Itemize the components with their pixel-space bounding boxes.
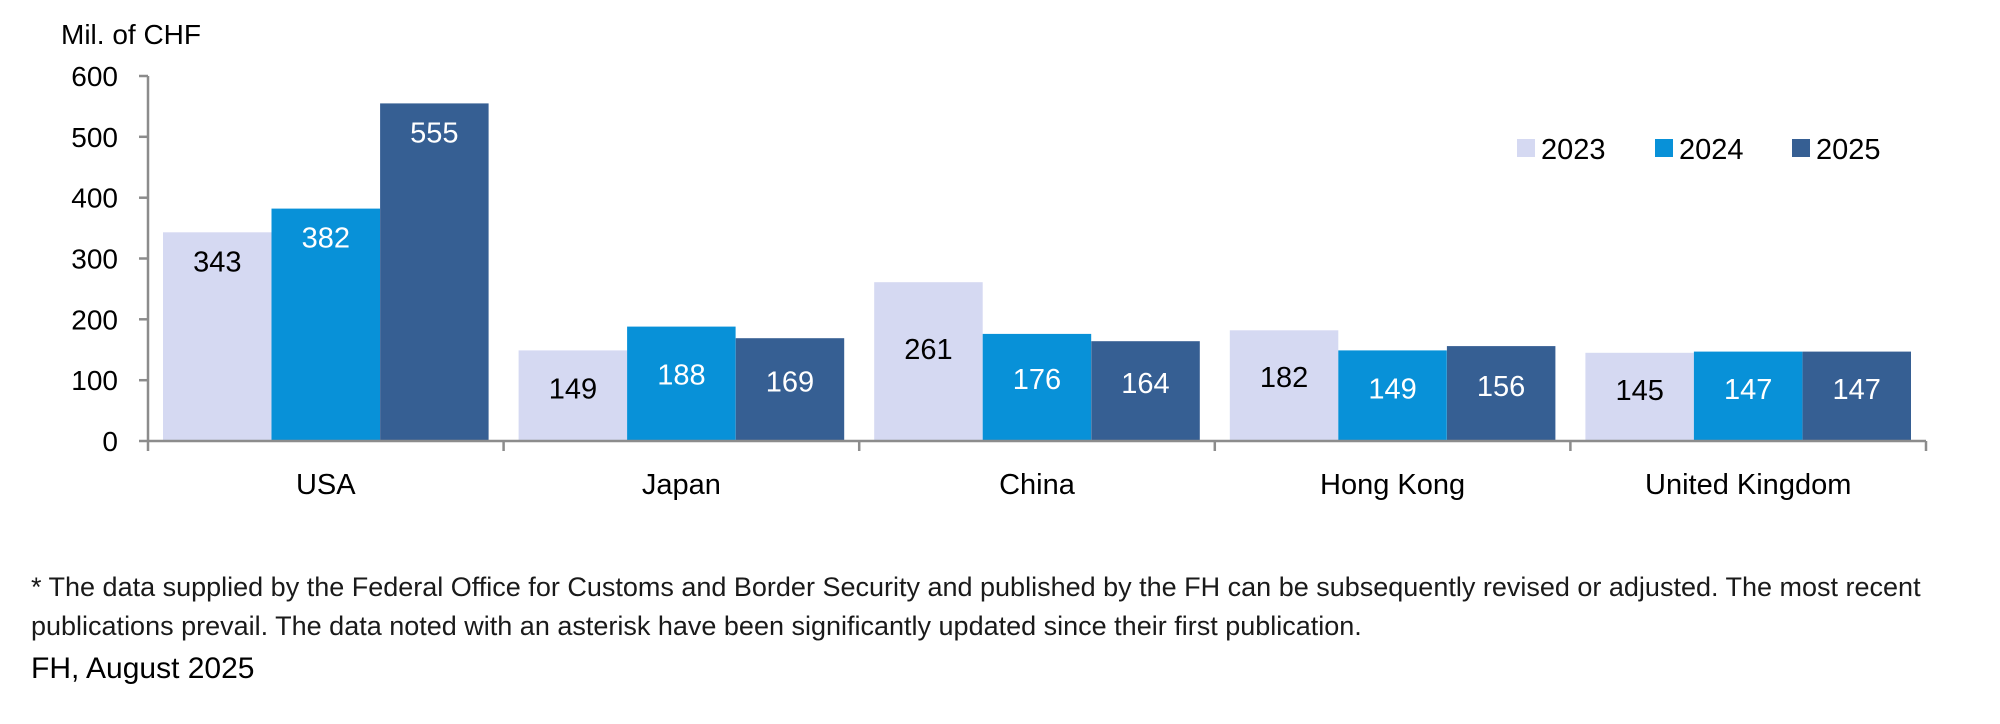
legend-swatch-2023	[1517, 139, 1535, 157]
bars-group	[163, 103, 1911, 442]
bar-hong-kong-2024	[1338, 350, 1447, 441]
legend-label-2025: 2025	[1816, 134, 1881, 166]
footnote: * The data supplied by the Federal Offic…	[31, 572, 1921, 641]
legend-label-2024: 2024	[1679, 134, 1744, 166]
value-label-japan-2023: 149	[549, 373, 597, 405]
y-tick-label-300: 300	[71, 244, 118, 275]
legend: 2023 2024 2025	[1517, 134, 1881, 166]
value-label-united-kingdom-2024: 147	[1724, 374, 1772, 406]
bar-usa-2023	[163, 232, 272, 441]
legend-swatch-2024	[1655, 139, 1673, 157]
value-label-japan-2025: 169	[766, 366, 814, 398]
bar-chart: Mil. of CHF 343 382 555 149 188 169 261 176 164 1…	[61, 19, 1928, 501]
x-tick-label-china: China	[999, 469, 1076, 501]
bar-usa-2024	[271, 208, 380, 441]
value-label-china-2023: 261	[904, 334, 952, 366]
chart-canvas: Mil. of CHF 343 382 555 149 188 169 261 176 164 1…	[61, 19, 1928, 501]
y-tick-label-600: 600	[71, 61, 118, 92]
y-tick-label-100: 100	[71, 365, 118, 396]
value-label-japan-2024: 188	[657, 360, 705, 392]
y-tick-label-400: 400	[71, 183, 118, 214]
value-label-united-kingdom-2023: 145	[1616, 375, 1664, 407]
y-axis-title: Mil. of CHF	[61, 19, 201, 50]
bar-japan-2025	[735, 338, 845, 441]
bar-united-kingdom-2023	[1585, 352, 1694, 441]
bar-united-kingdom-2025	[1802, 351, 1911, 441]
bar-usa-2025	[380, 103, 489, 442]
bar-china-2023	[874, 282, 983, 441]
value-label-china-2025: 164	[1121, 368, 1169, 400]
x-tick-label-japan: Japan	[642, 469, 721, 501]
bar-china-2024	[982, 333, 1092, 441]
source-note: FH, August 2025	[31, 652, 255, 685]
y-tick-label-500: 500	[71, 122, 118, 153]
value-label-usa-2025: 555	[410, 117, 458, 149]
value-label-united-kingdom-2025: 147	[1833, 374, 1881, 406]
value-label-china-2024: 176	[1013, 364, 1061, 396]
value-label-usa-2023: 343	[193, 246, 241, 278]
bar-japan-2023	[518, 350, 628, 441]
x-tick-label-usa: USA	[296, 469, 356, 501]
x-tick-label-united-kingdom: United Kingdom	[1645, 469, 1851, 501]
bar-united-kingdom-2024	[1693, 351, 1803, 441]
value-labels-group: 343 382 555 149 188 169 261 176 164 182 149 156 145 1…	[193, 117, 1881, 406]
value-label-hong-kong-2025: 156	[1477, 371, 1525, 403]
legend-swatch-2025	[1792, 139, 1810, 157]
bar-china-2025	[1091, 341, 1200, 441]
y-tick-label-200: 200	[71, 304, 118, 335]
legend-label-2023: 2023	[1541, 134, 1606, 166]
value-label-hong-kong-2023: 182	[1260, 362, 1308, 394]
axes-group: USA Japan China Hong Kong United Kingdom 0 100…	[71, 61, 1928, 501]
value-label-usa-2024: 382	[302, 223, 350, 255]
y-tick-label-0: 0	[102, 426, 118, 457]
value-label-hong-kong-2024: 149	[1368, 373, 1416, 405]
bar-japan-2024	[627, 326, 736, 441]
bar-hong-kong-2025	[1446, 346, 1556, 441]
x-tick-label-hong-kong: Hong Kong	[1320, 469, 1465, 501]
bar-hong-kong-2023	[1229, 330, 1339, 441]
